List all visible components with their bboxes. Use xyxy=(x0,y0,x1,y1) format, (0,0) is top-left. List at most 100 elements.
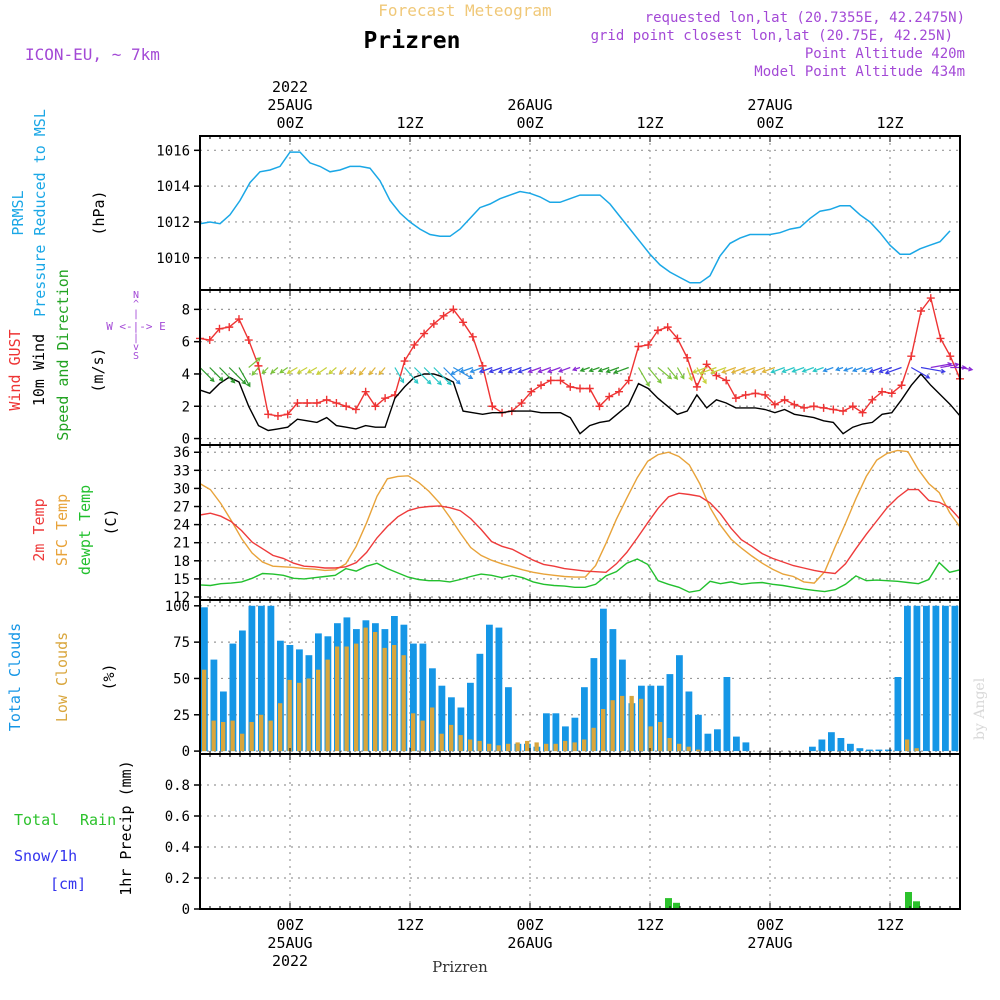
low-cloud-bar xyxy=(648,726,653,752)
low-cloud-bar xyxy=(202,669,207,752)
gust-marker xyxy=(605,392,614,401)
wind-direction-arrow xyxy=(959,366,974,372)
gust-marker xyxy=(537,381,546,390)
total-cloud-bar xyxy=(581,687,588,752)
bottom-time-label: 12Z xyxy=(876,916,903,934)
temp-label-unit: (C) xyxy=(102,508,120,535)
gust-marker xyxy=(478,361,487,370)
wind-direction-arrow xyxy=(940,362,960,369)
low-cloud-bar xyxy=(297,682,302,752)
low-cloud-bar xyxy=(449,724,454,752)
wind-direction-arrow xyxy=(930,362,953,369)
top-time-label: 00Z xyxy=(756,114,783,132)
low-cloud-bar xyxy=(610,700,615,751)
low-cloud-bar xyxy=(591,727,596,751)
gust-marker xyxy=(459,318,468,327)
low-cloud-bar xyxy=(430,707,435,752)
wind-direction-arrow xyxy=(517,366,532,374)
wind-direction-arrow xyxy=(261,367,269,375)
wind-direction-arrow xyxy=(378,367,386,376)
total-cloud-bar xyxy=(856,748,864,752)
low-cloud-bar xyxy=(677,743,682,752)
bottom-time-label: 00Z xyxy=(516,916,543,934)
wind-ytick-label: 2 xyxy=(182,399,190,415)
wind-direction-arrow xyxy=(721,366,737,374)
top-time-label: 12Z xyxy=(876,114,903,132)
top-time-label: 25AUG xyxy=(267,96,312,114)
wind-direction-arrow xyxy=(676,367,685,380)
bottom-time-label: 12Z xyxy=(636,916,663,934)
total-cloud-bar xyxy=(543,713,550,752)
low-cloud-bar xyxy=(658,722,663,752)
wind-direction-arrow xyxy=(835,366,844,372)
gust-marker xyxy=(410,340,419,349)
wind-direction-arrow xyxy=(571,366,581,372)
wind-direction-arrow xyxy=(306,366,318,374)
total-cloud-bar xyxy=(704,733,712,752)
wind-direction-arrow xyxy=(878,366,893,374)
gust-marker xyxy=(751,389,760,398)
gust-marker xyxy=(556,376,565,385)
gust-marker xyxy=(468,332,477,341)
wind-direction-arrow xyxy=(730,366,746,374)
gust-marker xyxy=(917,306,926,315)
gust-marker xyxy=(858,408,867,417)
gust-marker xyxy=(624,376,633,385)
wind-direction-arrow xyxy=(579,366,590,372)
total-cloud-bar xyxy=(657,685,664,752)
low-cloud-bar xyxy=(667,738,672,752)
gust-marker xyxy=(332,399,341,408)
gust-marker xyxy=(780,395,789,404)
total-cloud-bar xyxy=(885,749,892,752)
total-cloud-bar xyxy=(210,659,218,752)
wind-direction-arrow xyxy=(686,367,693,382)
gust-marker xyxy=(702,360,711,369)
low-cloud-bar xyxy=(468,739,473,752)
gust-marker xyxy=(488,402,497,411)
gust-marker xyxy=(381,394,390,403)
low-cloud-bar xyxy=(686,746,691,752)
wind-direction-arrow xyxy=(861,366,873,373)
total-cloud-bar xyxy=(600,608,607,752)
top-time-label: 2022 xyxy=(272,78,308,96)
wind-direction-arrow xyxy=(316,367,328,376)
total-cloud-bar xyxy=(818,739,826,752)
wind-direction-arrow xyxy=(469,366,483,374)
top-time-label: 12Z xyxy=(396,114,423,132)
total-cloud-bar xyxy=(258,605,265,752)
total-cloud-bar xyxy=(913,605,921,752)
compass-bar-down: | xyxy=(133,333,139,344)
total-cloud-bar xyxy=(666,674,674,752)
total-cloud-bar xyxy=(609,629,617,752)
wind-direction-arrow xyxy=(791,366,805,373)
gust-marker xyxy=(897,381,906,390)
gust-marker xyxy=(673,334,682,343)
precip-legend-rain: Rain xyxy=(80,811,116,829)
cloud-label-total: Total Clouds xyxy=(6,623,24,731)
wind-direction-arrow xyxy=(478,366,493,374)
wind-direction-arrow xyxy=(851,366,863,373)
temperature-ytick-label: 30 xyxy=(173,481,190,497)
gust-marker xyxy=(692,382,701,391)
wind-direction-arrow xyxy=(450,366,464,375)
gust-marker xyxy=(205,336,214,345)
wind-direction-arrow xyxy=(710,366,727,375)
wind-direction-arrow xyxy=(497,366,513,374)
low-cloud-bar xyxy=(240,733,245,752)
low-cloud-bar xyxy=(639,698,644,752)
gust-marker xyxy=(722,376,731,385)
gust-marker xyxy=(449,305,458,314)
temperature-ytick-label: 12 xyxy=(173,590,190,606)
pressure-frame xyxy=(199,135,961,291)
gust-line xyxy=(199,296,961,417)
clouds-frame xyxy=(199,599,961,755)
gust-marker xyxy=(800,403,809,412)
total-cloud-bar xyxy=(476,653,484,752)
wind-direction-arrow xyxy=(199,367,215,383)
low-cloud-bar xyxy=(259,714,264,752)
pressure-label-prmsl: PRMSL xyxy=(9,190,27,235)
wind-direction-arrow xyxy=(507,366,522,374)
dewpt-line xyxy=(199,558,961,593)
wind-label-10m: 10m Wind xyxy=(30,334,48,406)
gust-marker xyxy=(400,357,409,366)
